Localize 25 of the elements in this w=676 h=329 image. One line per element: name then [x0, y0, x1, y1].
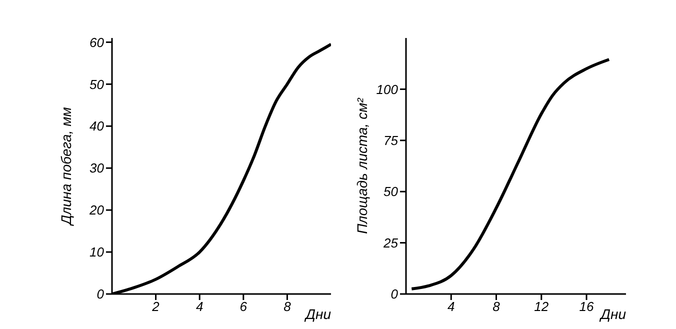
- y-axis-title: Длина побега, мм: [58, 106, 74, 227]
- x-tick-label: 8: [492, 299, 501, 314]
- y-tick-label: 25: [382, 235, 399, 250]
- x-tick-label: 16: [579, 299, 595, 314]
- x-axis-title: Дни: [598, 306, 626, 322]
- y-tick-label: 20: [88, 202, 105, 218]
- x-tick-label: 2: [151, 299, 160, 314]
- x-tick-label: 4: [448, 299, 455, 314]
- x-tick-label: 4: [196, 299, 204, 314]
- y-axis-title: Площадь листа, см²: [354, 96, 370, 234]
- y-tick-label: 10: [90, 244, 105, 260]
- y-tick-label: 75: [384, 133, 399, 148]
- line-series: [410, 58, 611, 290]
- x-tick-label: 6: [240, 299, 248, 314]
- y-tick-label: 40: [90, 118, 105, 134]
- y-tick-label: 100: [376, 82, 399, 97]
- x-axis-title: Дни: [304, 306, 332, 322]
- x-tick-label: 12: [534, 299, 550, 314]
- x-tick-label: 8: [284, 299, 292, 314]
- y-tick-label: 50: [90, 76, 105, 92]
- y-tick-label: 0: [96, 286, 105, 302]
- y-tick-label: 50: [384, 184, 399, 200]
- y-tick-label: 60: [90, 34, 105, 50]
- y-tick-label: 30: [90, 160, 105, 176]
- y-tick-label: 0: [390, 286, 399, 302]
